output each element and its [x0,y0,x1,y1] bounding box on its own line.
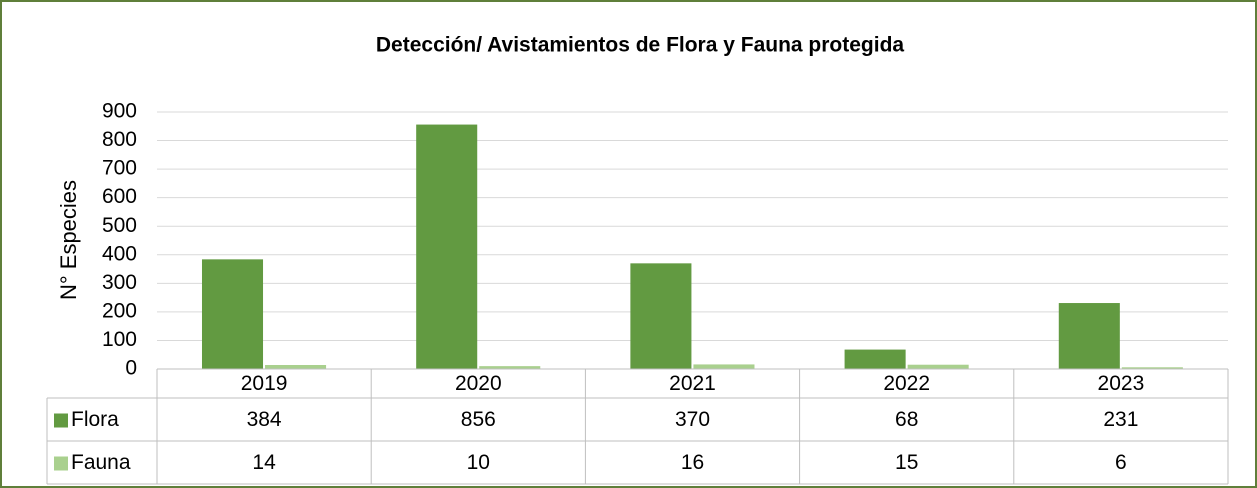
y-tick-label: 600 [102,185,137,208]
legend-label: Fauna [71,451,131,474]
y-tick-label: 0 [125,357,137,380]
x-tick-label: 2022 [883,372,930,395]
bar [844,349,906,369]
x-tick-label: 2023 [1098,372,1145,395]
y-tick-label: 400 [102,242,137,265]
chart-title: Detección/ Avistamientos de Flora y Faun… [376,34,905,57]
bar [1121,367,1183,369]
y-tick-label: 300 [102,271,137,294]
data-table-value: 15 [895,451,918,474]
data-table-value: 856 [461,408,496,431]
data-table-value: 231 [1103,408,1138,431]
data-table-value: 14 [252,451,276,474]
y-tick-label: 900 [102,100,137,123]
x-tick-label: 2020 [455,372,502,395]
bar [1058,303,1120,369]
bar [416,124,478,369]
data-table-value: 384 [247,408,282,431]
bar [479,366,541,369]
y-tick-label: 800 [102,128,137,151]
data-table-value: 68 [895,408,918,431]
data-table-value: 10 [467,451,490,474]
x-tick-label: 2021 [669,372,716,395]
bar [630,263,692,369]
y-axis-label: N° Especies [56,180,81,300]
y-tick-label: 100 [102,328,137,351]
bar [201,259,264,369]
legend-key [54,413,68,428]
y-tick-label: 200 [102,299,137,322]
bar [693,364,755,369]
y-tick-label: 700 [102,157,137,180]
legend-label: Flora [71,408,119,431]
data-table-value: 6 [1115,451,1127,474]
data-table-value: 16 [681,451,704,474]
y-tick-label: 500 [102,214,137,237]
data-table-value: 370 [675,408,710,431]
x-tick-label: 2019 [241,372,288,395]
bar [265,365,327,369]
bar [907,364,969,369]
legend-key [54,456,68,471]
